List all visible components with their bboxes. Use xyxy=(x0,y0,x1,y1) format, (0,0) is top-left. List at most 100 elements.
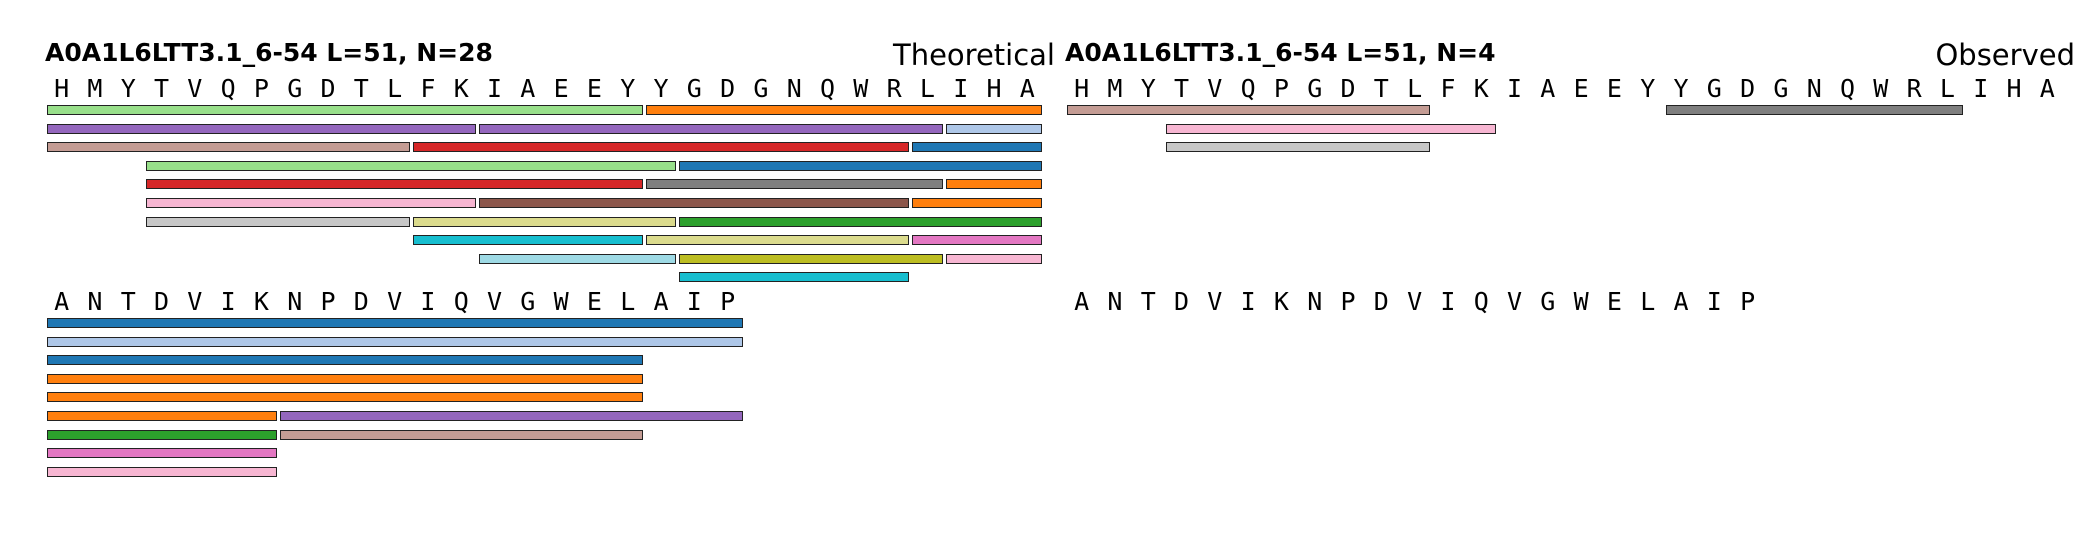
residue-label: V xyxy=(487,287,503,316)
peptide-bar xyxy=(912,235,1043,246)
residue-label: T xyxy=(1174,74,1190,103)
residue-label: A xyxy=(1019,74,1035,103)
peptide-bar xyxy=(479,198,910,208)
peptide-bar xyxy=(645,235,910,246)
residue-label: T xyxy=(120,287,136,316)
peptide-bar xyxy=(146,179,643,190)
peptide-bar xyxy=(479,253,677,264)
residue-label: Y xyxy=(620,74,636,103)
residue-label: N xyxy=(1307,287,1323,316)
peptide-bar xyxy=(1665,105,1963,115)
residue-label: T xyxy=(1373,74,1389,103)
residue-label: N xyxy=(1806,74,1822,103)
residue-label: R xyxy=(1906,74,1922,103)
residue-label: N xyxy=(1107,287,1123,316)
peptide-bar xyxy=(645,105,1043,115)
peptide-bar xyxy=(945,179,1043,190)
residue-label: G xyxy=(287,74,303,103)
peptide-bar xyxy=(146,216,410,227)
residue-label: R xyxy=(886,74,902,103)
residue-label: V xyxy=(187,74,203,103)
residue-label: V xyxy=(1407,287,1423,316)
residue-label: N xyxy=(87,287,103,316)
residue-label: D xyxy=(720,74,736,103)
residue-label: E xyxy=(586,287,602,316)
residue-label: D xyxy=(353,287,369,316)
residue-label: G xyxy=(1307,74,1323,103)
residue-label: D xyxy=(1373,287,1389,316)
residue-label: V xyxy=(1207,74,1223,103)
residue-label: Y xyxy=(1140,74,1156,103)
residue-label: V xyxy=(187,287,203,316)
residue-label: E xyxy=(1606,287,1622,316)
peptide-bar xyxy=(46,392,643,403)
residue-label: F xyxy=(1440,74,1456,103)
peptide-bar xyxy=(146,198,477,208)
residue-label: T xyxy=(154,74,170,103)
residue-label: I xyxy=(1706,287,1722,316)
theoretical-title: A0A1L6LTT3.1_6-54 L=51, N=28 xyxy=(45,38,493,67)
residue-label: W xyxy=(1873,74,1889,103)
residue-label: A xyxy=(1673,287,1689,316)
residue-label: D xyxy=(320,74,336,103)
residue-label: T xyxy=(1140,287,1156,316)
peptide-bar xyxy=(945,123,1043,134)
residue-label: H xyxy=(2006,74,2022,103)
residue-label: H xyxy=(1074,74,1090,103)
residue-label: P xyxy=(1273,74,1289,103)
residue-label: I xyxy=(953,74,969,103)
residue-label: Q xyxy=(820,74,836,103)
residue-label: I xyxy=(1507,74,1523,103)
residue-label: A xyxy=(2039,74,2055,103)
theoretical-panel: A0A1L6LTT3.1_6-54 L=51, N=28 Theoretical… xyxy=(45,0,1055,540)
observed-title: A0A1L6LTT3.1_6-54 L=51, N=4 xyxy=(1065,38,1496,67)
peptide-bar xyxy=(279,411,743,421)
residue-label: W xyxy=(853,74,869,103)
residue-label: I xyxy=(1440,287,1456,316)
residue-label: V xyxy=(1507,287,1523,316)
residue-label: Y xyxy=(1673,74,1689,103)
residue-label: I xyxy=(1240,287,1256,316)
residue-label: P xyxy=(320,287,336,316)
residue-label: Y xyxy=(1640,74,1656,103)
residue-label: A xyxy=(54,287,70,316)
residue-label: Q xyxy=(1473,287,1489,316)
residue-label: G xyxy=(1706,74,1722,103)
peptide-bar xyxy=(46,448,277,459)
peptide-bar xyxy=(645,179,943,190)
residue-label: K xyxy=(1473,74,1489,103)
residue-label: Q xyxy=(1840,74,1856,103)
residue-label: H xyxy=(54,74,70,103)
residue-label: V xyxy=(387,287,403,316)
peptide-bar xyxy=(46,355,643,366)
residue-label: D xyxy=(1174,287,1190,316)
residue-label: A xyxy=(653,287,669,316)
residue-label: T xyxy=(353,74,369,103)
peptide-bar xyxy=(912,198,1043,208)
residue-label: P xyxy=(720,287,736,316)
residue-label: L xyxy=(1407,74,1423,103)
residue-label: E xyxy=(1606,74,1622,103)
residue-label: Y xyxy=(120,74,136,103)
residue-label: L xyxy=(1939,74,1955,103)
residue-label: W xyxy=(1573,287,1589,316)
residue-label: L xyxy=(387,74,403,103)
residue-label: I xyxy=(487,74,503,103)
residue-label: D xyxy=(1740,74,1756,103)
peptide-bar xyxy=(679,272,910,283)
residue-label: L xyxy=(919,74,935,103)
residue-label: K xyxy=(453,74,469,103)
residue-label: G xyxy=(1773,74,1789,103)
peptide-bar xyxy=(912,142,1043,153)
peptide-bar xyxy=(46,429,277,440)
residue-label: I xyxy=(420,287,436,316)
residue-label: P xyxy=(1340,287,1356,316)
residue-label: D xyxy=(154,287,170,316)
residue-label: P xyxy=(1740,287,1756,316)
residue-label: E xyxy=(553,74,569,103)
peptide-bar xyxy=(46,123,477,134)
residue-label: I xyxy=(686,287,702,316)
theoretical-label: Theoretical xyxy=(892,38,1055,72)
residue-label: A xyxy=(520,74,536,103)
peptide-bar xyxy=(46,142,410,153)
